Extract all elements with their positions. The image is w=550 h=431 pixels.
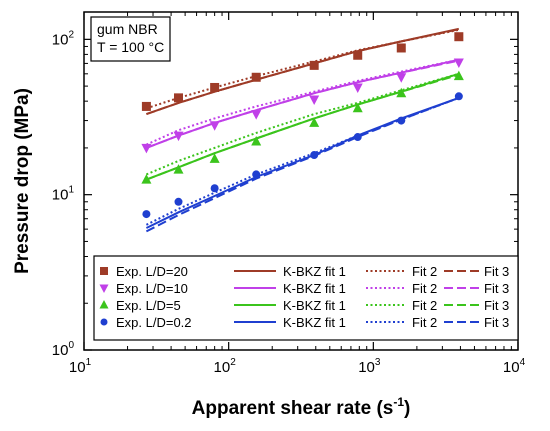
series-3-fit2-line [145, 96, 460, 226]
series-1-exp-point [352, 83, 363, 93]
series-2-fit3-line [146, 73, 460, 181]
series-1-exp-point [251, 110, 262, 120]
series-1-fit1-line [146, 58, 460, 149]
series-1 [141, 58, 464, 154]
series-3-exp-point [252, 170, 261, 179]
series-1-fit3-line [146, 59, 460, 149]
series-2-fit2-line [146, 72, 460, 176]
plot-frame [83, 11, 519, 351]
series-0-exp-point [454, 32, 464, 42]
series-2-exp-point [173, 164, 184, 174]
legend-fit3-label: Fit 3 [484, 281, 509, 296]
series-0-exp-point [141, 101, 151, 111]
series-0-exp-point [210, 82, 220, 92]
legend-fit2-label: Fit 2 [412, 298, 437, 313]
series-3-fit3-line [145, 96, 460, 233]
series-3-fit1-line [145, 96, 460, 229]
legend-exp-marker [99, 284, 109, 293]
series-2-exp-point [141, 174, 152, 184]
series-0-exp-point [353, 50, 363, 60]
x-tick-label: 104 [503, 357, 526, 376]
legend-exp-label: Exp. L/D=0.2 [116, 315, 192, 330]
legend: Exp. L/D=20 K-BKZ fit 1 Fit 2 Fit 3 Exp. L/D… [93, 255, 519, 341]
legend-exp-marker [100, 267, 108, 275]
series-group [141, 27, 464, 233]
series-1-exp-point [453, 58, 464, 68]
y-tick-label: 102 [52, 29, 75, 48]
series-3-exp-point [210, 184, 219, 193]
x-tick-label: 101 [69, 357, 92, 376]
x-tick-label: 103 [358, 357, 381, 376]
x-axis-title: Apparent shear rate (s-1) [192, 395, 411, 419]
series-0-fit2-line [146, 28, 459, 110]
y-tick-label: 100 [52, 340, 75, 359]
series-2-exp-point [453, 70, 464, 81]
series-2-exp-point [352, 102, 363, 113]
series-1-exp-point [141, 143, 152, 154]
series-0-exp-point [173, 93, 183, 103]
y-tick-label: 101 [52, 185, 75, 204]
series-0-exp-point [396, 43, 406, 53]
legend-exp-label: Exp. L/D=5 [116, 298, 181, 313]
series-2-exp-point [396, 87, 407, 98]
series-1-exp-point [173, 131, 184, 142]
series-0-exp-point [251, 72, 261, 82]
series-1-exp-point [396, 73, 407, 83]
legend-fit2-label: Fit 2 [412, 315, 437, 330]
legend-exp-marker [99, 300, 109, 309]
legend-exp-marker [100, 318, 108, 326]
legend-fit3-label: Fit 3 [484, 298, 509, 313]
x-tick-label: 102 [214, 357, 237, 376]
legend-fit3-label: Fit 3 [484, 264, 509, 279]
info-box: gum NBR T = 100 °C [90, 16, 171, 62]
series-2-exp-point [209, 153, 220, 163]
series-0 [141, 27, 464, 116]
series-2-exp-point [251, 135, 262, 146]
series-1-fit2-line [145, 58, 460, 146]
legend-fit3-label: Fit 3 [484, 315, 509, 330]
series-3 [142, 92, 463, 233]
series-1-exp-point [209, 121, 220, 131]
series-3-exp-point [454, 92, 463, 101]
series-2-fit1-line [146, 72, 460, 181]
legend-exp-label: Exp. L/D=20 [116, 264, 188, 279]
info-box-line: T = 100 °C [97, 39, 164, 55]
series-1-exp-point [309, 95, 320, 105]
series-2-exp-point [309, 117, 320, 127]
legend-fit1-label: K-BKZ fit 1 [283, 281, 346, 296]
series-2 [141, 70, 464, 184]
legend-fit2-label: Fit 2 [412, 281, 437, 296]
y-axis-title: Pressure drop (MPa) [12, 88, 33, 274]
legend-fit2-label: Fit 2 [412, 264, 437, 279]
info-box-line: gum NBR [97, 21, 158, 37]
series-3-exp-point [142, 210, 151, 219]
series-0-exp-point [309, 60, 319, 70]
series-3-exp-point [310, 151, 319, 160]
series-3-exp-point [397, 116, 406, 125]
series-3-exp-point [353, 133, 362, 142]
legend-fit1-label: K-BKZ fit 1 [283, 315, 346, 330]
info-box-frame [90, 16, 171, 62]
series-3-exp-point [174, 197, 183, 206]
legend-fit1-label: K-BKZ fit 1 [283, 298, 346, 313]
series-0-fit3-line [146, 28, 460, 116]
legend-exp-label: Exp. L/D=10 [116, 281, 188, 296]
legend-fit1-label: K-BKZ fit 1 [283, 264, 346, 279]
